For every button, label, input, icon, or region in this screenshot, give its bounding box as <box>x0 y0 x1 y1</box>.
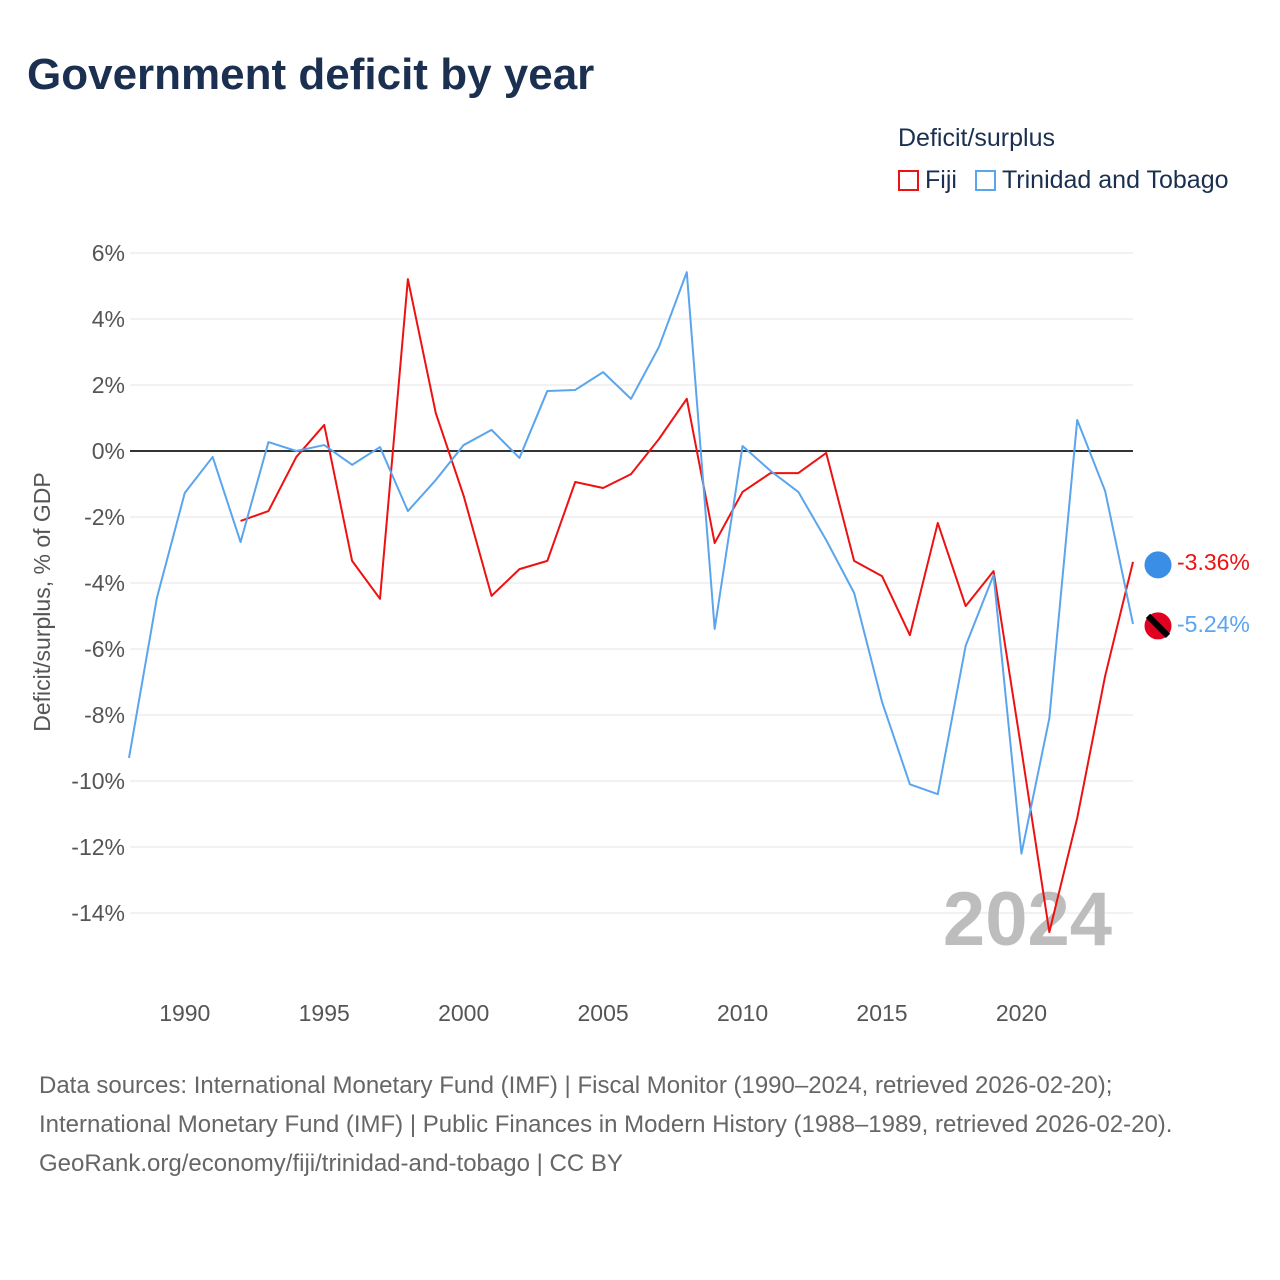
y-tick-label: -4% <box>84 570 125 596</box>
flag-stripe <box>1145 613 1171 639</box>
y-tick-label: 6% <box>92 240 125 266</box>
x-tick-label: 2010 <box>717 1000 768 1026</box>
legend-label-fiji: Fiji <box>925 166 957 194</box>
x-tick-label: 2020 <box>996 1000 1047 1026</box>
x-tick-label: 1995 <box>299 1000 350 1026</box>
legend-item-trinidad[interactable]: Trinidad and Tobago <box>974 166 1229 195</box>
y-tick-label: 4% <box>92 306 125 332</box>
legend-title: Deficit/surplus <box>898 124 1055 152</box>
x-tick-label: 1990 <box>159 1000 210 1026</box>
chart-title: Government deficit by year <box>27 50 595 99</box>
footer: Data sources: International Monetary Fun… <box>39 1066 1239 1183</box>
legend: Fiji Trinidad and Tobago <box>898 166 1247 195</box>
data-sources: Data sources: International Monetary Fun… <box>39 1072 1173 1138</box>
year-watermark: 2024 <box>943 877 1112 962</box>
x-tick-label: 2015 <box>856 1000 907 1026</box>
series-line-trinidad <box>128 271 1134 855</box>
legend-swatch-fiji <box>898 170 919 191</box>
series-line-fiji <box>240 278 1134 934</box>
y-tick-label: -12% <box>71 834 125 860</box>
y-axis-label: Deficit/surplus, % of GDP <box>29 472 55 731</box>
legend-item-fiji[interactable]: Fiji <box>898 166 957 195</box>
y-tick-label: -10% <box>71 768 125 794</box>
end-value-label: -5.24% <box>1177 611 1250 637</box>
x-tick-label: 2005 <box>578 1000 629 1026</box>
credit-link[interactable]: GeoRank.org/economy/fiji/trinidad-and-to… <box>39 1150 623 1177</box>
end-value-label: -3.36% <box>1177 549 1250 575</box>
chart-area: 6% 4% 2% 0% -2% -4% -6% -8% -10% -12% -14% 1990 1995… <box>29 240 1250 1026</box>
y-tick-label: -8% <box>84 702 125 728</box>
y-tick-label: -14% <box>71 900 125 926</box>
y-tick-label: 2% <box>92 372 125 398</box>
y-tick-label: -6% <box>84 636 125 662</box>
legend-label-trinidad: Trinidad and Tobago <box>1001 166 1229 194</box>
y-tick-label: 0% <box>92 438 125 464</box>
y-tick-label: -2% <box>84 504 125 530</box>
legend-swatch-trinidad <box>974 170 996 191</box>
fiji-flag-icon <box>1143 550 1173 580</box>
x-tick-label: 2000 <box>438 1000 489 1026</box>
